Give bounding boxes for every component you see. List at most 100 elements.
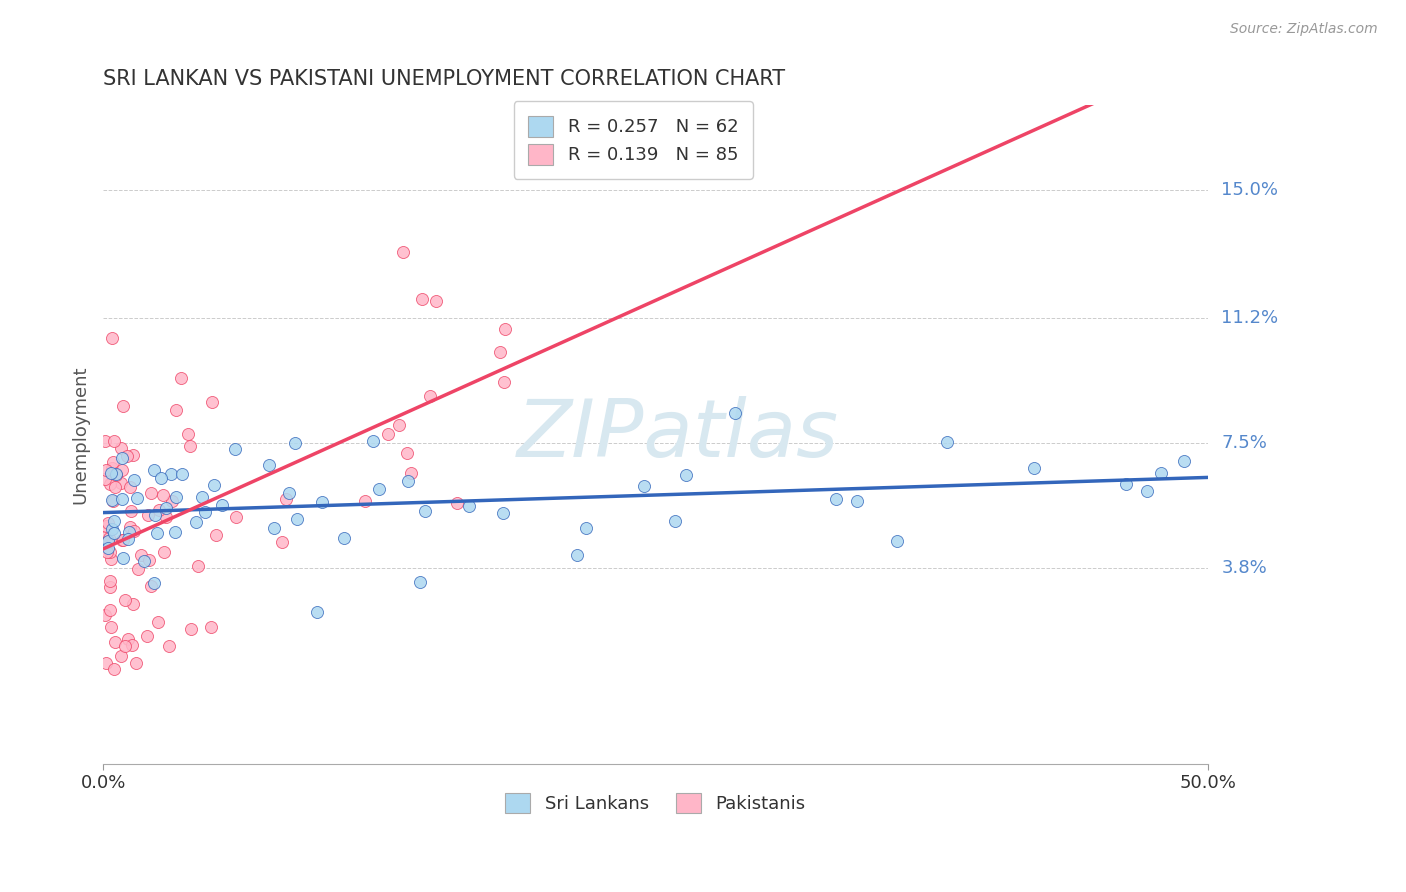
Point [191, 490, 214, 504]
Point [409, 575, 432, 590]
Point [121, 638, 143, 652]
Point [103, 525, 125, 540]
Point [100, 466, 122, 480]
Point [114, 592, 136, 607]
Point [1022, 460, 1045, 475]
Point [117, 632, 139, 647]
Point [361, 434, 384, 449]
Point [101, 493, 124, 508]
Point [886, 533, 908, 548]
Point [103, 662, 125, 676]
Point [101, 461, 124, 475]
Point [284, 436, 307, 450]
Point [103, 514, 125, 528]
Point [122, 524, 145, 538]
Point [211, 499, 233, 513]
Point [96, 534, 118, 549]
Point [204, 528, 226, 542]
Point [100, 476, 122, 491]
Point [391, 245, 413, 260]
Point [1136, 484, 1159, 499]
Point [259, 458, 281, 472]
Point [664, 514, 686, 528]
Point [100, 552, 122, 566]
Point [115, 449, 138, 463]
Point [146, 526, 169, 541]
Point [96, 535, 118, 549]
Point [101, 331, 124, 345]
Point [311, 495, 333, 509]
Point [333, 531, 356, 545]
Point [724, 406, 747, 420]
Point [425, 294, 447, 309]
Point [94, 529, 117, 543]
Point [127, 562, 149, 576]
Point [134, 554, 156, 568]
Point [411, 292, 433, 306]
Point [278, 486, 301, 500]
Point [633, 479, 655, 493]
Text: 7.5%: 7.5% [1222, 434, 1267, 452]
Point [148, 615, 170, 629]
Point [368, 482, 391, 496]
Point [458, 500, 481, 514]
Text: SRI LANKAN VS PAKISTANI UNEMPLOYMENT CORRELATION CHART: SRI LANKAN VS PAKISTANI UNEMPLOYMENT COR… [103, 69, 786, 88]
Point [110, 475, 132, 490]
Point [98, 603, 121, 617]
Point [160, 467, 183, 481]
Text: Source: ZipAtlas.com: Source: ZipAtlas.com [1230, 22, 1378, 37]
Point [155, 500, 177, 515]
Point [172, 467, 194, 481]
Point [567, 548, 589, 562]
Point [377, 427, 399, 442]
Point [194, 504, 217, 518]
Point [489, 344, 512, 359]
Point [94, 607, 117, 622]
Point [446, 496, 468, 510]
Point [103, 434, 125, 449]
Point [165, 402, 187, 417]
Point [187, 558, 209, 573]
Point [117, 532, 139, 546]
Point [112, 399, 135, 413]
Point [122, 597, 145, 611]
Point [271, 535, 294, 549]
Point [202, 478, 225, 492]
Point [148, 503, 170, 517]
Point [139, 486, 162, 500]
Point [124, 473, 146, 487]
Point [100, 545, 122, 559]
Point [139, 579, 162, 593]
Point [105, 467, 128, 481]
Point [111, 533, 134, 547]
Point [94, 434, 117, 448]
Point [165, 525, 187, 540]
Point [1150, 467, 1173, 481]
Point [111, 463, 134, 477]
Point [114, 639, 136, 653]
Point [112, 551, 135, 566]
Legend: Sri Lankans, Pakistanis: Sri Lankans, Pakistanis [498, 785, 813, 821]
Point [104, 634, 127, 648]
Point [100, 574, 122, 589]
Point [395, 446, 418, 460]
Point [153, 545, 176, 559]
Point [149, 471, 172, 485]
Point [354, 494, 377, 508]
Point [145, 508, 167, 522]
Point [96, 541, 118, 555]
Point [152, 488, 174, 502]
Point [118, 480, 141, 494]
Point [125, 491, 148, 505]
Point [96, 545, 118, 559]
Point [96, 463, 118, 477]
Point [121, 448, 143, 462]
Point [285, 512, 308, 526]
Point [94, 472, 117, 486]
Point [94, 519, 117, 533]
Point [494, 322, 516, 336]
Point [111, 491, 134, 506]
Point [129, 548, 152, 562]
Point [94, 656, 117, 670]
Point [675, 468, 697, 483]
